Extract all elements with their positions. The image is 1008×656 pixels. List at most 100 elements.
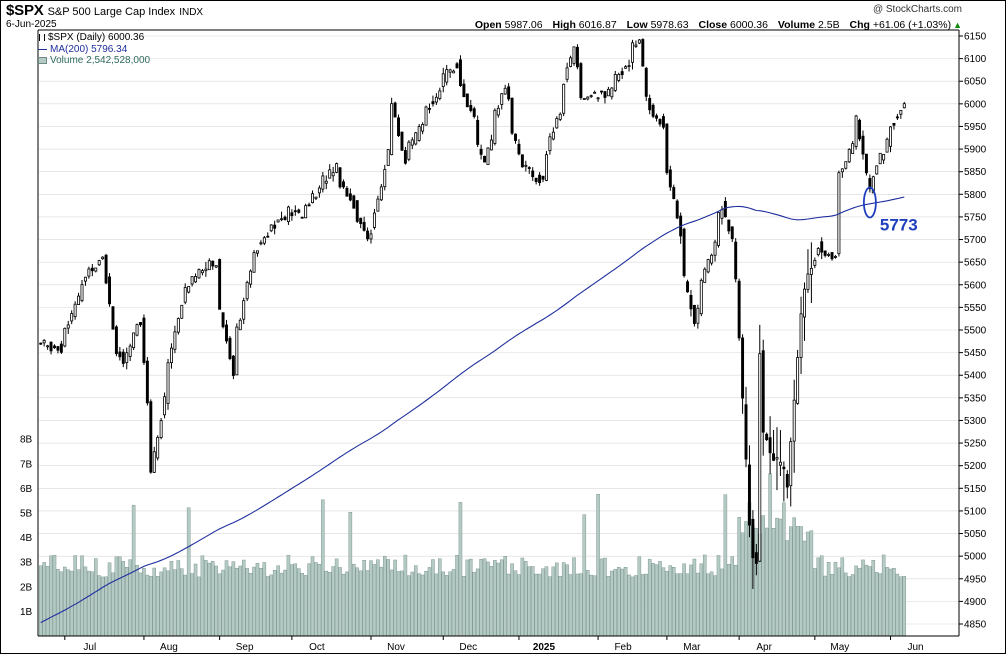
- candle-body: [489, 139, 493, 151]
- candle-body: [524, 164, 528, 167]
- candle-body: [737, 280, 741, 339]
- volume-bar: [599, 558, 604, 637]
- candle-body: [228, 337, 232, 359]
- volume-tick-label: 4B: [20, 533, 33, 544]
- candle-body: [321, 175, 325, 190]
- candle-body: [42, 339, 46, 344]
- volume-bar: [782, 502, 786, 637]
- volume-bar: [482, 558, 487, 637]
- volume-bar: [283, 569, 287, 637]
- volume-bar: [785, 540, 790, 637]
- chg-label: Chg: [849, 19, 870, 31]
- chg-value: +61.06 (+1.03%): [872, 19, 952, 31]
- volume-bar: [723, 494, 728, 637]
- volume-bar: [672, 567, 676, 637]
- volume-bar: [530, 566, 535, 637]
- candle-body: [386, 149, 390, 166]
- volume-bar: [221, 569, 225, 637]
- legend-ma-label: MA(200) 5796.34: [50, 43, 128, 55]
- volume-bar: [334, 558, 339, 637]
- candle-body: [434, 96, 438, 103]
- volume-bar: [152, 567, 157, 637]
- volume-bar: [255, 562, 260, 637]
- candle-body: [152, 451, 156, 473]
- volume-bar: [586, 570, 590, 637]
- candle-body: [445, 69, 449, 83]
- candle-body: [606, 88, 610, 97]
- volume-bar: [45, 565, 50, 637]
- volume-axis: 1B 2B 3B 4B 5B 6B 7B 8B: [20, 435, 33, 618]
- candle-body: [128, 345, 132, 357]
- candle-body: [747, 464, 751, 526]
- volume-bar: [252, 566, 256, 637]
- candle-body: [362, 222, 366, 231]
- candle-body: [145, 360, 149, 404]
- candle-body: [417, 126, 421, 141]
- volume-bar: [740, 532, 745, 637]
- volume-bar: [241, 559, 246, 637]
- volume-bar: [166, 570, 170, 637]
- volume-value: 2.5B: [817, 19, 840, 31]
- volume-bar: [733, 565, 738, 637]
- candle-body: [397, 117, 400, 137]
- volume-bar: [627, 574, 631, 637]
- volume-bar: [300, 573, 304, 637]
- candle-body: [190, 276, 194, 285]
- volume-bar: [204, 560, 208, 637]
- candle-body: [520, 154, 524, 168]
- volume-bar: [575, 573, 580, 637]
- price-tick-label: 5050: [964, 529, 987, 540]
- candle-body: [476, 119, 480, 145]
- volume-bar: [162, 567, 167, 637]
- candle-body: [672, 187, 676, 200]
- volume-bar: [799, 526, 803, 637]
- volume-bar: [441, 571, 446, 637]
- month-label: Aug: [160, 642, 178, 653]
- volume-bar: [331, 566, 335, 637]
- volume-bar: [603, 557, 607, 637]
- volume-tick-label: 7B: [20, 459, 33, 470]
- annotation-circle: [862, 186, 877, 219]
- candle-body: [864, 153, 868, 174]
- volume-bar: [197, 576, 201, 637]
- volume-bar: [806, 531, 810, 637]
- volume-bar: [59, 571, 64, 637]
- volume-bar: [372, 564, 377, 637]
- candle-body: [761, 350, 765, 433]
- volume-bar: [685, 573, 690, 637]
- candle-body: [311, 193, 314, 204]
- volume-bar: [386, 559, 390, 637]
- volume-bar: [173, 569, 177, 637]
- volume-bar: [180, 568, 184, 637]
- volume-bar: [410, 571, 415, 637]
- volume-bar: [362, 560, 366, 637]
- volume-bar: [895, 573, 900, 637]
- candle-body: [256, 250, 259, 254]
- volume-bar: [875, 572, 879, 637]
- candle-body: [555, 117, 559, 129]
- candle-body: [661, 116, 665, 128]
- month-label: Feb: [614, 642, 632, 653]
- candle-body: [538, 174, 542, 184]
- candle-body: [668, 169, 672, 188]
- volume-bar: [864, 564, 869, 637]
- candle-body: [778, 461, 782, 466]
- volume-tick-label: 2B: [20, 582, 33, 593]
- volume-bar: [376, 559, 380, 637]
- candle-body: [335, 163, 339, 173]
- candle-body: [369, 233, 373, 240]
- volume-bar: [118, 556, 122, 637]
- candle-body: [407, 141, 411, 160]
- candle-body: [221, 312, 225, 328]
- candle-body: [572, 46, 576, 64]
- candle-body: [94, 267, 98, 272]
- volume-bar: [231, 561, 236, 637]
- volume-bar: [510, 563, 514, 637]
- volume-bar: [52, 554, 57, 637]
- price-tick-label: 5200: [964, 461, 987, 472]
- volume-bar: [324, 570, 329, 637]
- volume-bar: [38, 565, 43, 637]
- candle-body: [579, 63, 583, 99]
- stockcharts-credit[interactable]: @ StockCharts.com: [872, 4, 962, 15]
